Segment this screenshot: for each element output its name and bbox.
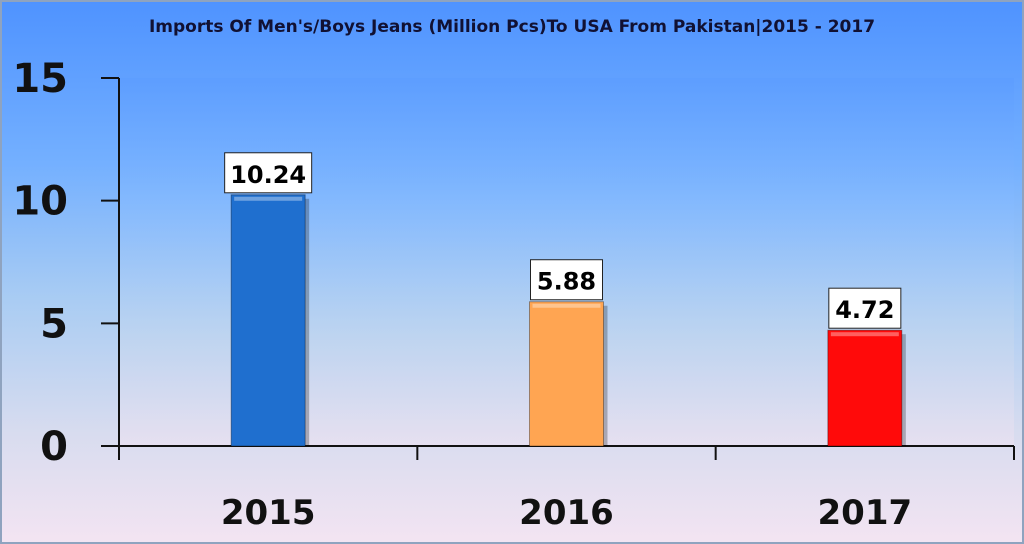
y-axis: 0 5 10 15 bbox=[12, 56, 120, 470]
x-tick-label: 2015 bbox=[221, 493, 316, 533]
x-tick-label: 2017 bbox=[818, 493, 913, 533]
bar-2016 bbox=[529, 301, 604, 447]
y-tick-label: 10 bbox=[12, 179, 68, 225]
data-label: 4.72 bbox=[835, 296, 894, 324]
bar-2015 bbox=[230, 194, 306, 447]
data-label-box bbox=[224, 152, 313, 194]
data-label: 5.88 bbox=[537, 268, 596, 296]
y-tick-label: 0 bbox=[40, 424, 68, 470]
x-tick-label: 2016 bbox=[519, 493, 614, 533]
bars-group bbox=[230, 194, 906, 447]
x-axis: 2015 2016 2017 bbox=[118, 445, 1015, 533]
bar-2017 bbox=[827, 329, 903, 447]
data-label: 10.24 bbox=[230, 161, 306, 189]
y-tick-label: 5 bbox=[40, 301, 68, 347]
data-label-box bbox=[828, 287, 902, 329]
data-labels-group: 10.24 5.88 4.72 bbox=[224, 152, 902, 329]
data-label-box bbox=[530, 259, 603, 301]
bar-highlight bbox=[830, 332, 899, 337]
bar-highlight bbox=[234, 196, 303, 201]
chart-title: Imports Of Men's/Boys Jeans (Million Pcs… bbox=[149, 17, 875, 37]
bar-highlight bbox=[532, 303, 601, 308]
y-tick-label: 15 bbox=[12, 56, 68, 102]
